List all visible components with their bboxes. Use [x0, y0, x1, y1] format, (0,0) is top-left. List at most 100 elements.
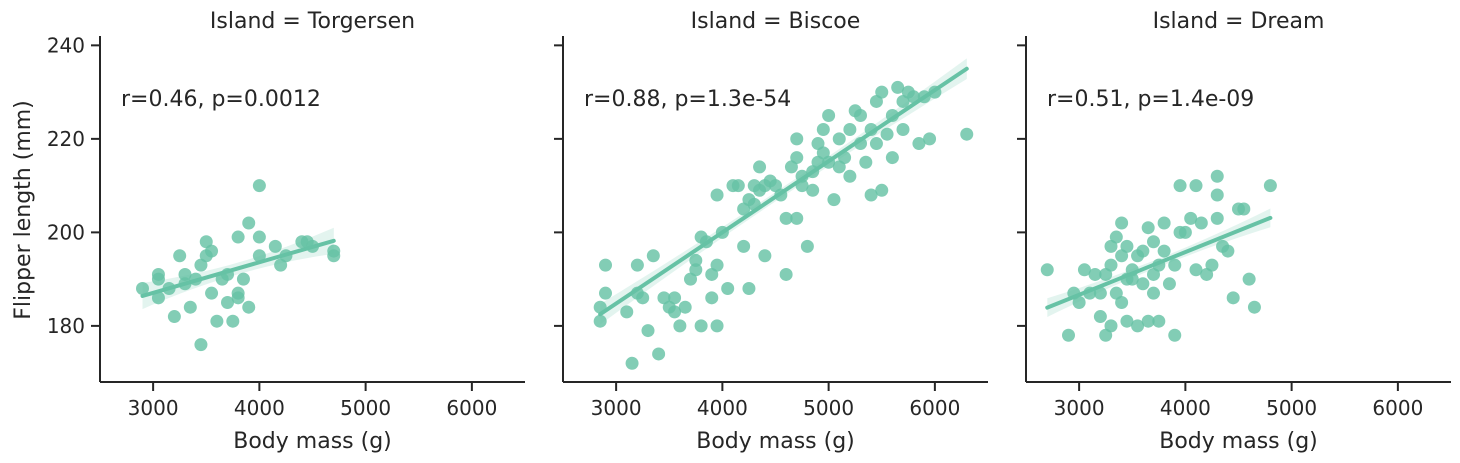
- data-point: [236, 272, 250, 286]
- panel-title: Island = Biscoe: [691, 9, 861, 34]
- data-point: [673, 319, 687, 333]
- y-tick-label: 180: [47, 314, 85, 338]
- x-tick-label: 4000: [234, 396, 285, 420]
- data-point: [1157, 216, 1171, 230]
- x-tick-label: 6000: [1372, 396, 1423, 420]
- data-point: [1072, 296, 1086, 310]
- data-point: [1115, 296, 1129, 310]
- data-point: [630, 258, 644, 272]
- data-point: [136, 281, 149, 295]
- data-point: [822, 108, 836, 122]
- data-point: [869, 137, 883, 151]
- data-point: [151, 267, 165, 281]
- data-point: [1147, 235, 1160, 249]
- data-point: [960, 127, 974, 141]
- data-point: [1141, 221, 1155, 235]
- data-point: [242, 216, 256, 230]
- x-tick-label: 5000: [340, 396, 391, 420]
- y-tick-label: 240: [47, 33, 85, 57]
- data-point: [599, 286, 612, 300]
- panel-title: Island = Dream: [1153, 9, 1325, 34]
- data-point: [737, 239, 751, 253]
- data-point: [758, 249, 772, 263]
- data-point: [1242, 272, 1256, 286]
- data-point: [843, 169, 857, 183]
- data-point: [1210, 211, 1224, 225]
- data-point: [827, 193, 841, 207]
- data-point: [268, 239, 282, 253]
- x-tick-label: 3000: [128, 396, 179, 420]
- regression-line: [1045, 215, 1273, 310]
- data-point: [875, 85, 889, 99]
- data-point: [646, 249, 660, 263]
- data-point: [885, 151, 899, 165]
- data-point: [1104, 319, 1118, 333]
- data-point: [625, 356, 639, 370]
- data-point: [832, 132, 846, 146]
- panel-1: Island = Torgersen 180 200 220 240 3000 4000 50…: [47, 9, 525, 454]
- data-point: [1062, 328, 1075, 342]
- data-point: [221, 296, 234, 310]
- data-point: [1189, 263, 1203, 277]
- data-point: [183, 300, 197, 314]
- data-point: [1093, 310, 1107, 324]
- data-point: [1173, 179, 1187, 193]
- data-point: [652, 347, 666, 361]
- data-point: [864, 188, 878, 202]
- regression-line: [140, 238, 336, 298]
- data-point: [896, 123, 910, 137]
- data-point: [1077, 263, 1091, 277]
- x-tick-label: 6000: [909, 396, 960, 420]
- data-point: [710, 319, 724, 333]
- data-point: [151, 291, 165, 305]
- data-point: [678, 300, 692, 314]
- data-point: [1210, 188, 1224, 202]
- correlation-annotation: r=0.51, p=1.4e-09: [1047, 87, 1254, 112]
- x-axis-title: Body mass (g): [696, 429, 855, 454]
- data-point: [668, 291, 682, 305]
- panels-container: Island = Torgersen 180 200 220 240 3000 4000 50…: [47, 9, 1451, 454]
- data-point: [790, 151, 804, 165]
- data-point: [816, 123, 830, 137]
- data-point: [689, 253, 703, 267]
- data-point: [710, 258, 724, 272]
- data-point: [1120, 239, 1134, 253]
- data-point: [779, 211, 793, 225]
- data-point: [1093, 286, 1107, 300]
- data-point: [1168, 258, 1182, 272]
- data-point: [742, 281, 756, 295]
- data-point: [1226, 291, 1240, 305]
- data-point: [790, 211, 804, 225]
- data-point: [843, 123, 857, 137]
- panel-2: Island = Biscoe 3000 4000 5000 6000 Body mass…: [554, 9, 988, 454]
- data-point: [1088, 267, 1102, 281]
- data-point: [790, 132, 804, 146]
- data-point: [912, 137, 926, 151]
- data-point: [705, 291, 719, 305]
- data-point: [1189, 179, 1203, 193]
- panel-title: Island = Torgersen: [210, 9, 415, 34]
- regression-line: [598, 66, 969, 317]
- data-point: [1221, 244, 1235, 258]
- data-point: [1237, 202, 1251, 216]
- data-point: [689, 263, 703, 277]
- x-tick-label: 3000: [591, 396, 642, 420]
- data-point: [205, 244, 219, 258]
- data-point: [1115, 216, 1129, 230]
- data-point: [1168, 328, 1182, 342]
- data-point: [1104, 258, 1118, 272]
- data-point: [859, 155, 873, 169]
- data-point: [710, 188, 724, 202]
- x-tick-label: 4000: [1160, 396, 1211, 420]
- data-point: [1178, 225, 1192, 239]
- data-point: [231, 230, 245, 244]
- data-point: [641, 324, 655, 338]
- data-point: [779, 267, 793, 281]
- data-point: [167, 310, 181, 324]
- data-point: [1152, 314, 1166, 328]
- data-point: [1263, 179, 1277, 193]
- data-point: [1109, 230, 1123, 244]
- x-tick-label: 4000: [697, 396, 748, 420]
- data-point: [854, 108, 867, 122]
- data-point: [252, 249, 266, 263]
